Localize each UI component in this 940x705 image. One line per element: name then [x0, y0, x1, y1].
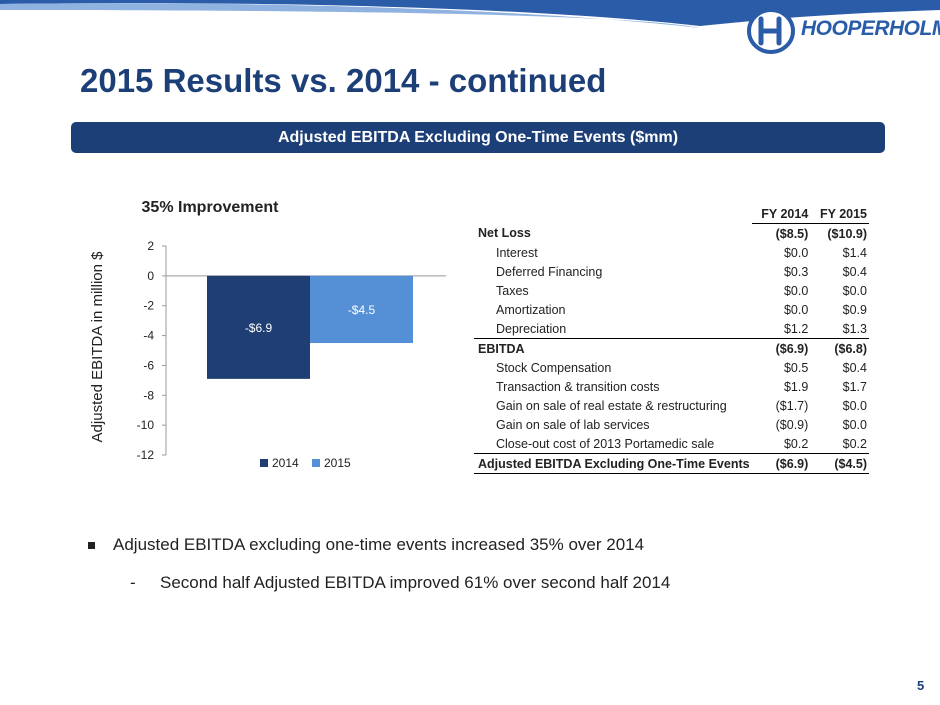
row-label: Transaction & transition costs [496, 379, 660, 394]
fy2015-value: $0.9 [842, 302, 867, 317]
table-row: Close-out cost of 2013 Portamedic sale $0… [474, 434, 869, 454]
fy2015-value: $1.3 [842, 321, 867, 336]
fy2014-value: $0.5 [783, 360, 809, 375]
row-label: Amortization [496, 302, 566, 317]
fy2015-value: $0.2 [842, 436, 867, 451]
y-tick-label: -4 [143, 329, 154, 343]
chart-svg: 35% Improvement Adjusted EBITDA in milli… [89, 199, 446, 470]
row-label: Taxes [496, 283, 529, 298]
slide-title: 2015 Results vs. 2014 - continued [80, 62, 607, 99]
y-axis-label: Adjusted EBITDA in million $ [89, 251, 106, 443]
table-header-fy2015: FY 2015 [810, 204, 869, 224]
bullet-list: Adjusted EBITDA excluding one-time event… [88, 533, 888, 595]
fy2015-value: $1.7 [842, 379, 867, 394]
fy2015-value: $1.4 [842, 245, 867, 260]
table-row: Stock Compensation $0.5 $0.4 [474, 358, 869, 377]
fy2014-value: ($6.9) [751, 453, 811, 474]
bar-data-label-2015: -$4.5 [348, 303, 376, 317]
fy2014-value: $0.2 [783, 436, 809, 451]
banner-label: Adjusted EBITDA Excluding One-Time Event… [277, 128, 679, 146]
fy2014-value: $1.2 [783, 321, 809, 336]
y-tick-label: -10 [137, 418, 155, 432]
y-tick-label: -12 [137, 448, 155, 462]
row-label: Gain on sale of real estate & restructur… [496, 398, 727, 413]
company-logo-icon [747, 8, 795, 54]
company-logo-text: HOOPERHOLMES [801, 17, 940, 40]
row-label: Close-out cost of 2013 Portamedic sale [496, 436, 715, 451]
row-label: EBITDA [474, 338, 752, 358]
y-tick-label: -8 [143, 388, 154, 402]
fy2015-value: ($6.8) [810, 338, 869, 358]
fy2015-value: $0.0 [842, 417, 867, 432]
table-row: Amortization $0.0 $0.9 [474, 300, 869, 319]
fy2014-value: ($6.9) [751, 338, 811, 358]
table-body: Net Loss ($8.5) ($10.9) Interest $0.0 $1.4 Def… [474, 224, 869, 474]
fy2014-value: $1.9 [783, 379, 809, 394]
table-header-row: FY 2014 FY 2015 [474, 204, 869, 224]
fy2015-value: ($4.5) [810, 453, 869, 474]
legend-label-2015: 2015 [324, 456, 351, 470]
y-tick-label: 0 [147, 269, 154, 283]
row-label: Gain on sale of lab services [496, 417, 650, 432]
square-bullet-icon [88, 541, 95, 549]
fy2014-value: $0.0 [783, 302, 809, 317]
header-swoosh [0, 0, 940, 28]
bar-2014 [207, 275, 310, 379]
sub-bullet-item: - Second half Adjusted EBITDA improved 6… [130, 571, 888, 595]
row-label: Net Loss [478, 226, 531, 241]
row-label: Stock Compensation [496, 360, 612, 375]
page-number: 5 [917, 678, 925, 693]
section-banner: Adjusted EBITDA Excluding One-Time Event… [71, 122, 885, 153]
table-row: Gain on sale of lab services ($0.9) $0.0 [474, 415, 869, 434]
table-header-fy2014: FY 2014 [751, 204, 811, 224]
fy2015-value: $0.4 [842, 264, 867, 279]
legend-label-2014: 2014 [272, 456, 299, 470]
legend-swatch-2015 [312, 459, 320, 467]
y-tick-label: -6 [143, 358, 154, 372]
fy2014-value: ($0.9) [775, 417, 809, 432]
fy2015-value: $0.0 [842, 283, 867, 298]
row-label: Deferred Financing [496, 264, 603, 279]
row-label: Interest [496, 245, 538, 260]
dash-bullet: - [130, 573, 136, 592]
y-tick-label: 2 [147, 239, 154, 253]
table-row: Gain on sale of real estate & restructur… [474, 396, 869, 415]
table-row: Taxes $0.0 $0.0 [474, 281, 869, 300]
bullet-item: Adjusted EBITDA excluding one-time event… [88, 533, 888, 557]
sub-bullet-text: Second half Adjusted EBITDA improved 61%… [160, 573, 671, 592]
fy2014-value: $0.0 [783, 283, 809, 298]
row-label: Adjusted EBITDA Excluding One-Time Event… [474, 453, 752, 474]
fy2014-value: ($1.7) [775, 398, 809, 413]
ebitda-reconciliation-table: FY 2014 FY 2015 Net Loss ($8.5) ($10.9) Int… [474, 204, 869, 474]
table-row: Depreciation $1.2 $1.3 [474, 319, 869, 339]
table-row: Deferred Financing $0.3 $0.4 [474, 262, 869, 281]
y-tick-label: -2 [143, 299, 154, 313]
table-row: Interest $0.0 $1.4 [474, 243, 869, 262]
fy2014-value: ($8.5) [775, 226, 809, 241]
chart-title: 35% Improvement [142, 199, 280, 216]
bar-data-label-2014: -$6.9 [245, 321, 273, 335]
row-label: Depreciation [496, 321, 567, 336]
fy2014-value: $0.0 [783, 245, 809, 260]
plot-area: 2 0 -2 -4 -6 -8 -10 -12 -$6.9 -$4.5 2014 2015 [137, 239, 446, 470]
table-row: Transaction & transition costs $1.9 $1.7 [474, 377, 869, 396]
legend-swatch-2014 [260, 459, 268, 467]
table-row: EBITDA ($6.9) ($6.8) [474, 338, 869, 358]
table-header-blank [474, 204, 752, 224]
bullet-text: Adjusted EBITDA excluding one-time event… [113, 535, 645, 554]
ebitda-bar-chart: 35% Improvement Adjusted EBITDA in milli… [80, 190, 470, 490]
fy2015-value: ($10.9) [827, 226, 867, 241]
table-row: Adjusted EBITDA Excluding One-Time Event… [474, 453, 869, 474]
table-row: Net Loss ($8.5) ($10.9) [474, 224, 869, 244]
fy2015-value: $0.0 [842, 398, 867, 413]
bar-2015 [310, 275, 413, 344]
fy2015-value: $0.4 [842, 360, 867, 375]
fy2014-value: $0.3 [783, 264, 809, 279]
